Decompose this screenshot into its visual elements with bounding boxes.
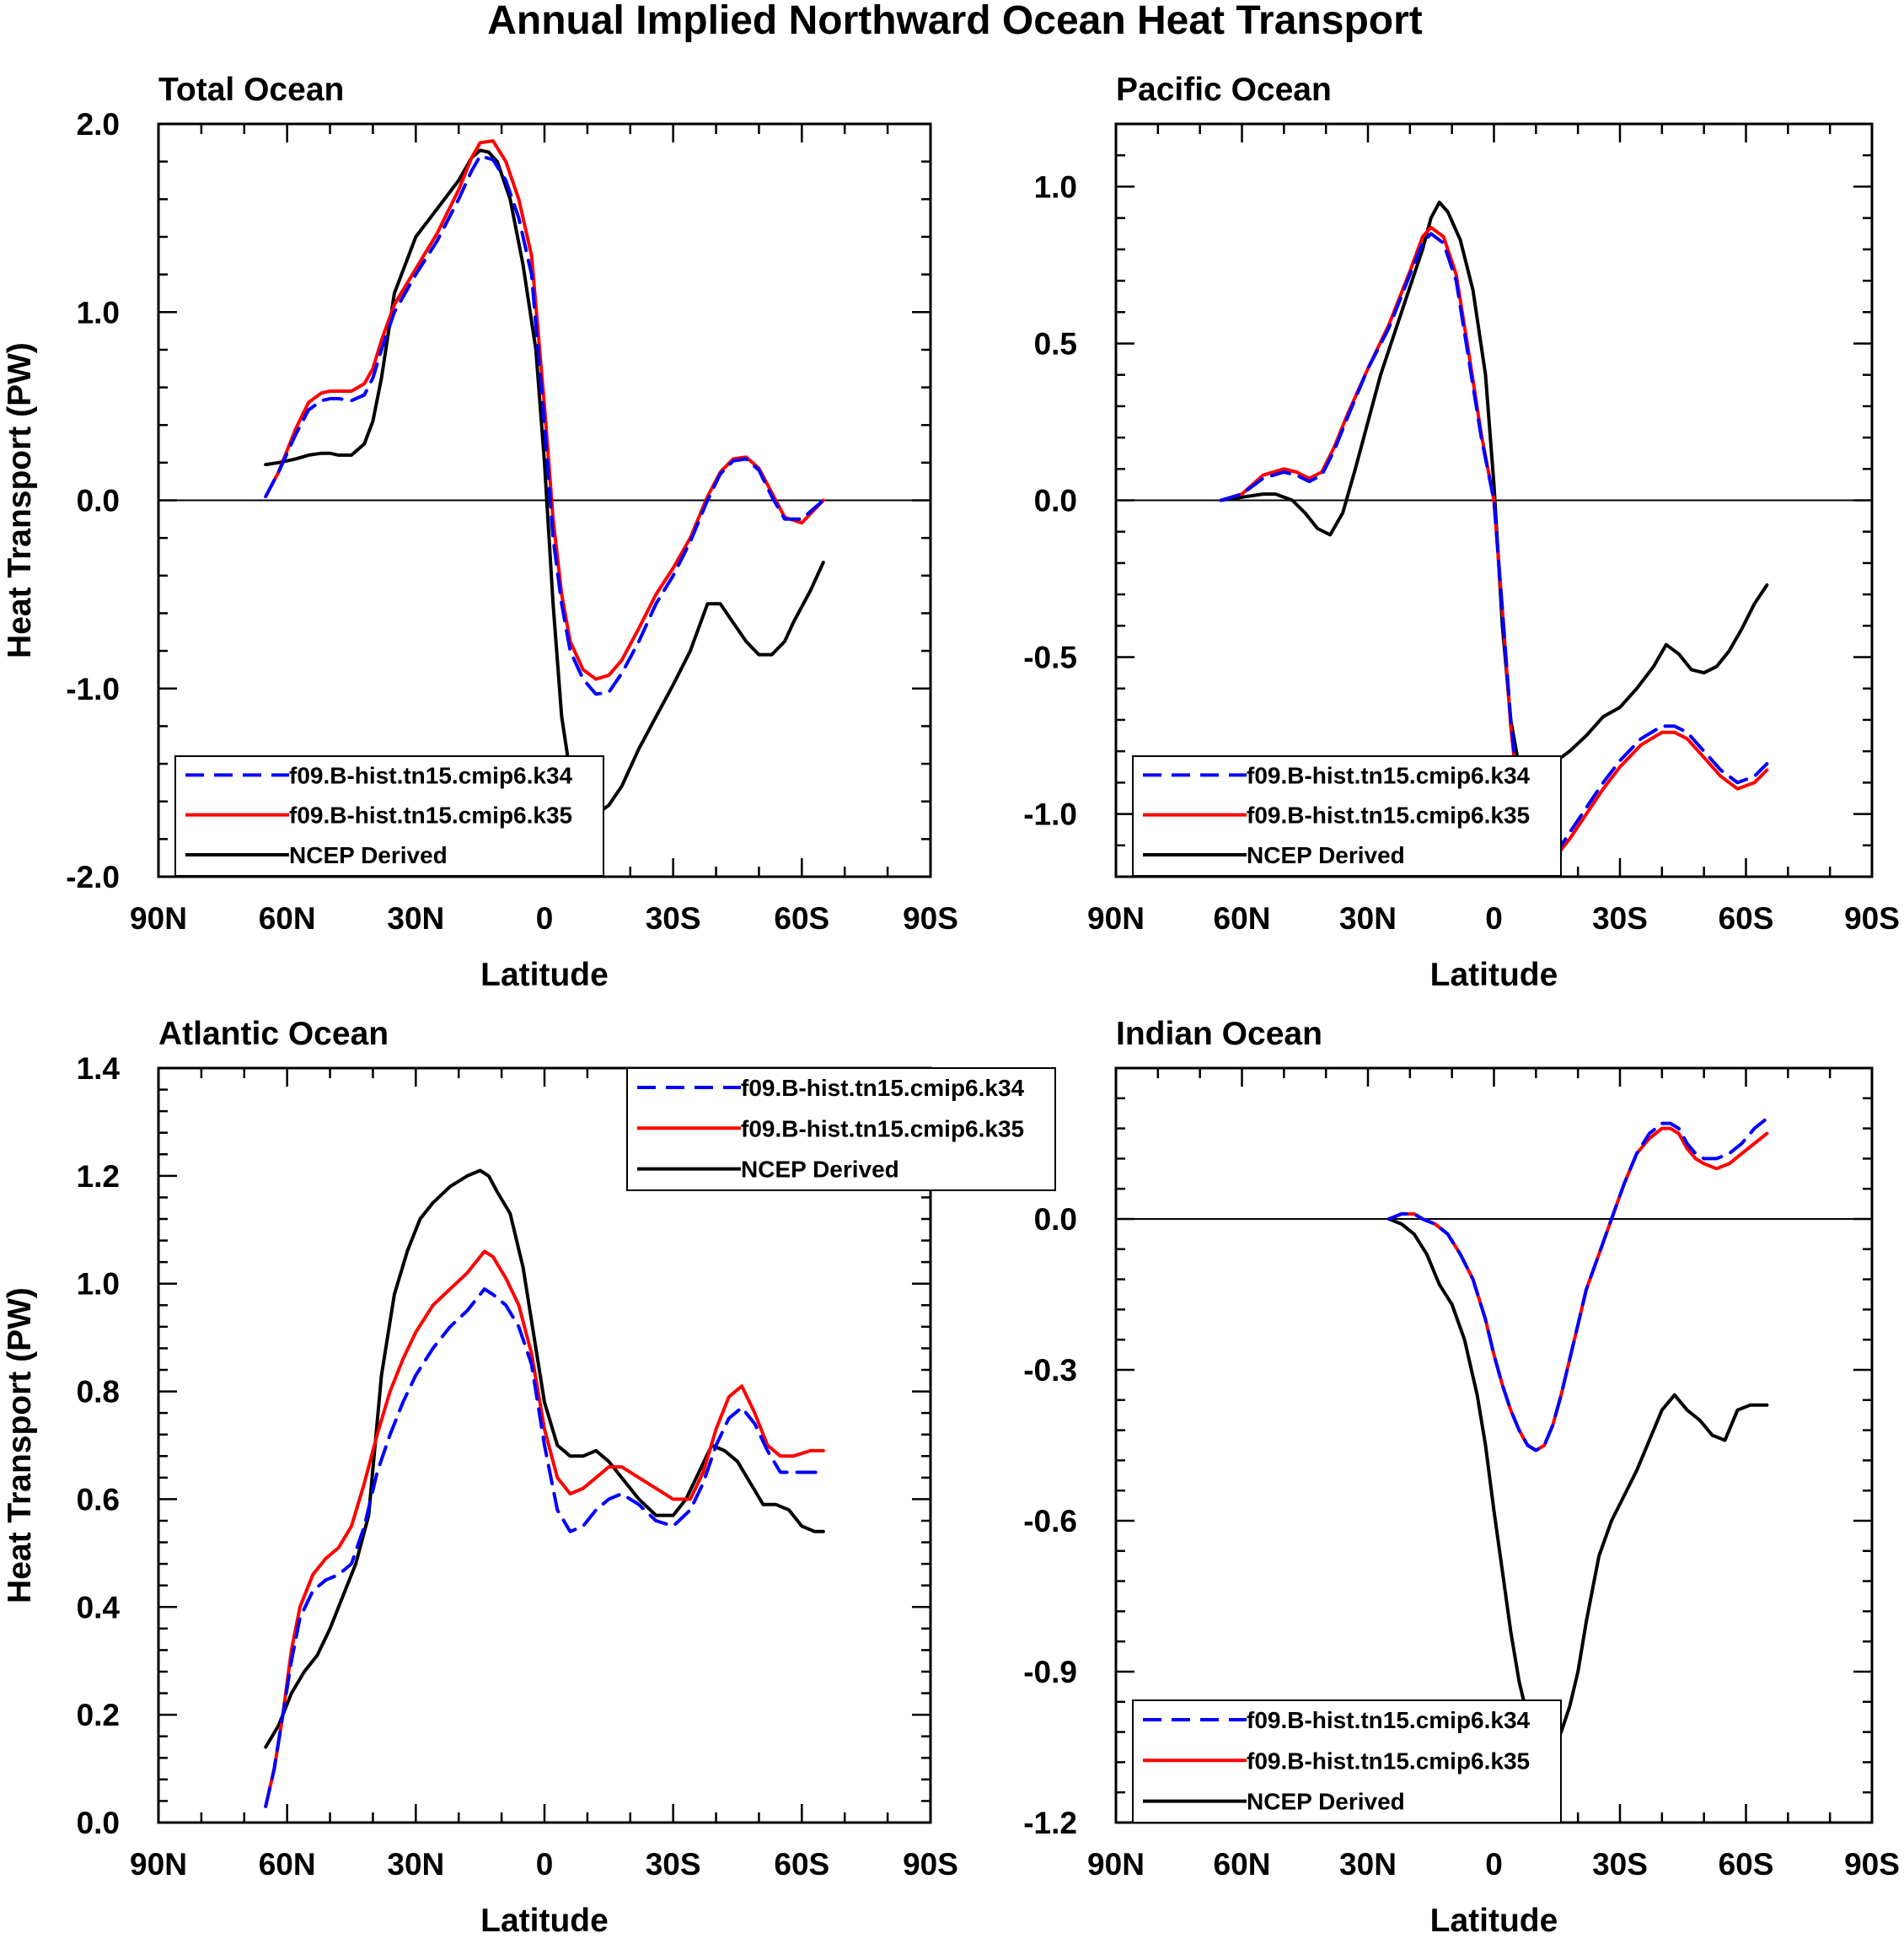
x-axis-label: Latitude [480,957,609,993]
legend-label: NCEP Derived [1247,842,1405,868]
y-tick-label: 0.5 [1034,326,1077,361]
x-tick-label: 60S [774,901,829,936]
legend-label: f09.B-hist.tn15.cmip6.k34 [289,762,573,788]
y-tick-label: 0.2 [77,1698,120,1732]
legend: f09.B-hist.tn15.cmip6.k34 f09.B-hist.tn15… [174,755,604,877]
y-tick-label: 0.0 [77,484,120,518]
x-tick-label: 90S [903,901,958,936]
legend: f09.B-hist.tn15.cmip6.k34 f09.B-hist.tn15… [1132,755,1562,877]
panel-title: Indian Ocean [1116,1016,1322,1052]
x-tick-label: 60N [259,1847,316,1882]
y-axis-label: Heat Transport (PW) [2,342,38,658]
y-tick-label: -1.2 [1023,1806,1077,1840]
y-tick-label: 1.0 [77,1267,120,1302]
y-tick-label: 0.0 [1034,1202,1077,1237]
series-line-ncep [264,148,825,819]
y-tick-label: 0.8 [77,1375,120,1409]
legend-label: f09.B-hist.tn15.cmip6.k34 [1247,762,1531,788]
series-line-k34 [264,1287,825,1808]
series-line-k35 [264,1249,825,1808]
legend-label: NCEP Derived [741,1157,899,1183]
series-line-ncep [264,1168,825,1749]
x-axis-label: Latitude [1430,1903,1558,1939]
y-tick-label: 0.6 [77,1482,120,1517]
x-tick-label: 30N [387,901,444,936]
x-tick-label: 60S [774,1847,829,1882]
y-tick-label: -0.5 [1023,641,1077,675]
x-tick-label: 30S [1592,1847,1648,1882]
x-tick-label: 90S [1844,1847,1900,1882]
x-tick-label: 60S [1719,901,1774,936]
series-line-ncep [1386,1217,1769,1754]
panel-2: Pacific Ocean 90N 60N 30N 0 30S 60S 90S -1.0 -0.5… [1023,72,1900,993]
panel-1: Total Ocean 90N 60N 30N 0 30S 60S 90S -2.0 -1.0 0.… [2,72,958,993]
legend-label: NCEP Derived [289,842,448,868]
x-tick-label: 90S [903,1847,958,1882]
legend-label: f09.B-hist.tn15.cmip6.k35 [741,1115,1024,1141]
x-tick-label: 30N [1339,901,1397,936]
y-tick-label: -1.0 [1023,797,1077,832]
y-tick-label: -0.9 [1023,1655,1077,1689]
x-tick-label: 90N [1087,1847,1145,1882]
panel-title: Atlantic Ocean [158,1016,389,1052]
x-tick-label: 30S [646,1847,701,1882]
x-tick-label: 60N [1214,1847,1271,1882]
legend-label: f09.B-hist.tn15.cmip6.k34 [741,1075,1025,1101]
legend-label: f09.B-hist.tn15.cmip6.k35 [289,803,572,829]
x-tick-label: 0 [1485,1847,1503,1882]
figure-title: Annual Implied Northward Ocean Heat Tran… [487,0,1423,43]
x-tick-label: 0 [536,1847,554,1882]
y-tick-label: 1.0 [1034,169,1077,204]
series-line-k34 [1386,1116,1769,1452]
x-tick-label: 0 [536,901,554,936]
x-tick-label: 90S [1844,901,1900,936]
y-tick-label: 0.0 [77,1806,120,1840]
y-tick-label: 1.0 [77,295,120,330]
x-tick-label: 90N [130,901,187,936]
x-axis-label: Latitude [1430,957,1558,993]
y-tick-label: 0.4 [77,1590,121,1624]
legend-label: f09.B-hist.tn15.cmip6.k35 [1247,803,1530,829]
x-axis-label: Latitude [480,1903,609,1939]
x-tick-label: 0 [1485,901,1503,936]
legend-label: f09.B-hist.tn15.cmip6.k34 [1247,1707,1531,1733]
x-tick-label: 90N [1087,901,1145,936]
x-tick-label: 90N [130,1847,187,1882]
series-line-k35 [1386,1126,1769,1452]
panel-4: Indian Ocean 90N 60N 30N 0 30S 60S 90S -1.2 -0.9 -… [1023,1016,1900,1939]
y-tick-label: -0.3 [1023,1353,1077,1388]
x-tick-label: 30S [1592,901,1648,936]
y-tick-label: 2.0 [77,107,120,142]
panel-title: Pacific Ocean [1116,72,1332,108]
x-tick-label: 60S [1719,1847,1774,1882]
panel-title: Total Ocean [158,72,344,108]
y-tick-label: 1.4 [77,1051,121,1086]
x-tick-label: 60N [1214,901,1271,936]
legend-label: NCEP Derived [1247,1789,1405,1815]
y-tick-label: 0.0 [1034,484,1077,518]
x-tick-label: 30N [387,1847,444,1882]
legend: f09.B-hist.tn15.cmip6.k34 f09.B-hist.tn15… [626,1067,1056,1191]
y-axis-label: Heat Transport (PW) [2,1287,38,1603]
series-line-k34 [1219,232,1769,860]
x-tick-label: 30N [1339,1847,1397,1882]
y-tick-label: -0.6 [1023,1504,1077,1538]
legend: f09.B-hist.tn15.cmip6.k34 f09.B-hist.tn15… [1132,1699,1562,1823]
y-tick-label: -1.0 [66,672,120,706]
y-tick-label: -2.0 [66,860,120,894]
panel-3: Atlantic Ocean 90N 60N 30N 0 30S 60S 90S 0.0 0.2 0… [2,1016,1056,1939]
x-tick-label: 60N [259,901,316,936]
series-line-k34 [264,154,825,696]
legend-label: f09.B-hist.tn15.cmip6.k35 [1247,1748,1530,1774]
y-tick-label: 1.2 [77,1159,120,1194]
x-tick-label: 30S [646,901,701,936]
